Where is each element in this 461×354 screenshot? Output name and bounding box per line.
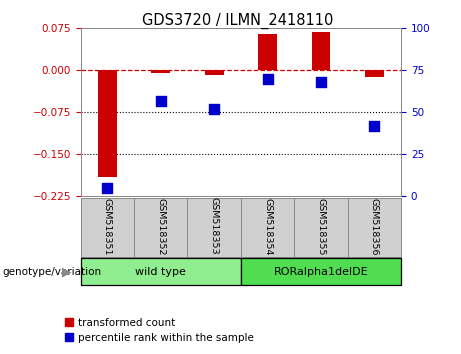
Point — [157, 98, 165, 103]
Bar — [98, 70, 117, 177]
Text: GSM518356: GSM518356 — [370, 198, 379, 255]
Bar — [241, 198, 294, 257]
Point — [264, 76, 271, 82]
Bar — [294, 198, 348, 257]
Bar — [365, 70, 384, 77]
Bar — [205, 70, 224, 75]
Bar — [188, 198, 241, 257]
Point — [104, 185, 111, 191]
Point — [317, 79, 325, 85]
Bar — [81, 258, 241, 285]
Bar — [134, 198, 188, 257]
Text: GSM518351: GSM518351 — [103, 198, 112, 255]
Point — [211, 106, 218, 112]
Bar — [312, 32, 331, 70]
Text: RORalpha1delDE: RORalpha1delDE — [274, 267, 368, 277]
Bar — [151, 70, 170, 73]
Bar — [81, 198, 134, 257]
Bar — [258, 34, 277, 70]
Legend: transformed count, percentile rank within the sample: transformed count, percentile rank withi… — [60, 314, 258, 347]
Text: GDS3720 / ILMN_2418110: GDS3720 / ILMN_2418110 — [142, 12, 333, 29]
Text: GSM518354: GSM518354 — [263, 198, 272, 255]
Text: GSM518353: GSM518353 — [210, 198, 219, 255]
Text: genotype/variation: genotype/variation — [2, 267, 101, 277]
Text: GSM518355: GSM518355 — [316, 198, 325, 255]
Text: ▶: ▶ — [62, 265, 71, 278]
Bar — [348, 198, 401, 257]
Point — [371, 123, 378, 129]
Bar — [241, 258, 401, 285]
Text: GSM518352: GSM518352 — [156, 198, 165, 255]
Text: wild type: wild type — [136, 267, 186, 277]
